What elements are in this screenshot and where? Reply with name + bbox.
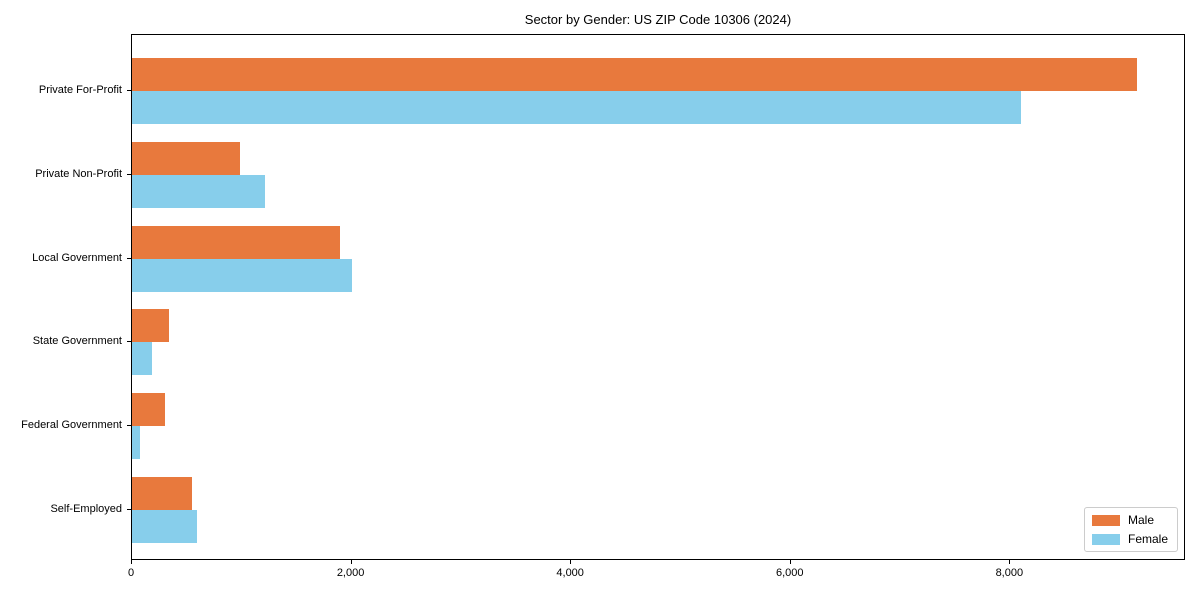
bar-male-4 [132, 309, 170, 343]
y-tick-mark [127, 90, 131, 91]
bar-female-3 [132, 258, 352, 292]
bar-female-6 [132, 510, 197, 543]
bar-female-1 [132, 91, 1022, 124]
x-tick-mark [131, 560, 132, 564]
legend-swatch-male [1091, 514, 1120, 526]
bar-male-1 [132, 58, 1137, 91]
x-tick-label: 4,000 [556, 567, 584, 579]
x-tick-label: 0 [127, 567, 135, 579]
y-tick-mark [127, 173, 131, 175]
y-tick-mark [127, 257, 131, 259]
y-tick-mark [127, 341, 131, 343]
plot-area: Male Female [131, 34, 1185, 560]
x-tick-mark [1009, 560, 1011, 564]
x-tick-mark [350, 560, 352, 564]
legend-item-male: Male [1091, 513, 1168, 527]
y-tick-label: Private Non-Profit [35, 167, 122, 180]
x-tick-mark [789, 560, 791, 564]
legend-item-female: Female [1091, 532, 1168, 546]
y-tick-label: Federal Government [21, 419, 122, 432]
bar-female-4 [132, 342, 152, 376]
legend-label: Female [1127, 532, 1168, 546]
y-tick-label: Local Government [32, 251, 122, 264]
x-tick-label: 6,000 [775, 567, 804, 579]
bar-male-2 [132, 141, 240, 175]
y-tick-mark [127, 425, 131, 427]
bar-male-6 [132, 477, 193, 510]
y-tick-label: Private For-Profit [38, 84, 122, 96]
x-tick-mark [570, 560, 572, 564]
chart-title: Sector by Gender: US ZIP Code 10306 (202… [524, 12, 792, 27]
bar-male-5 [132, 393, 165, 427]
y-tick-mark [127, 509, 131, 510]
legend: Male Female [1083, 507, 1178, 552]
y-tick-label: State Government [32, 335, 122, 348]
x-tick-label: 2,000 [336, 567, 365, 579]
legend-swatch-female [1091, 533, 1120, 545]
bar-male-3 [132, 225, 340, 259]
bar-female-2 [132, 174, 265, 208]
bar-female-5 [132, 426, 141, 460]
x-tick-label: 8,000 [995, 567, 1024, 579]
legend-label: Male [1127, 513, 1154, 527]
y-tick-label: Self-Employed [50, 503, 122, 515]
